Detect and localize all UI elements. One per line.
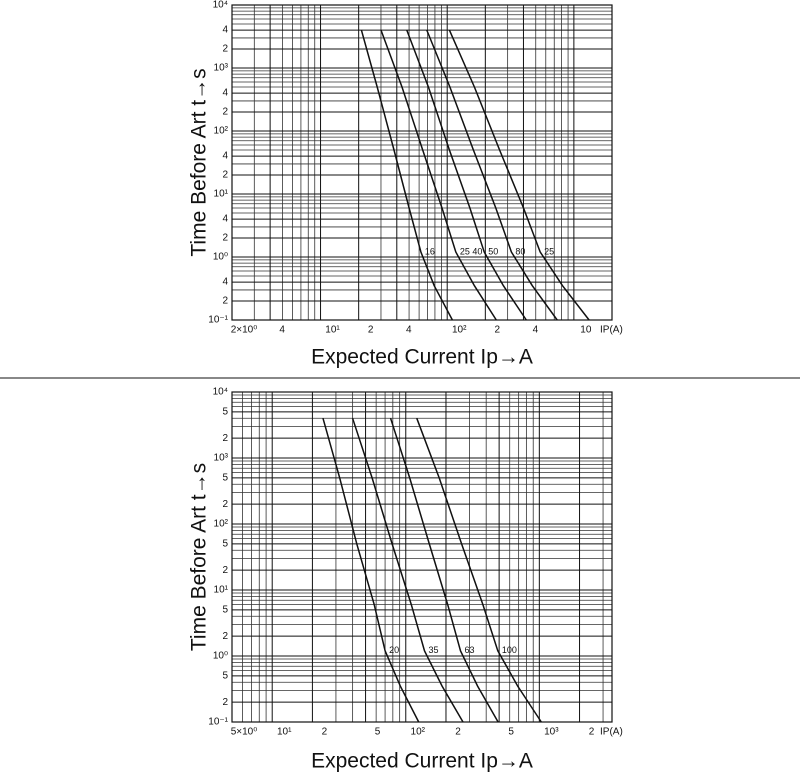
y-tick-label: 5 xyxy=(222,539,228,550)
curve-label: 25 xyxy=(544,246,554,256)
y-axis-label: Time Before Art t→s xyxy=(188,68,211,256)
x-axis-label: Expected Current Ip→A xyxy=(311,346,533,369)
y-tick-label: 2 xyxy=(222,565,228,576)
curve-label: 100 xyxy=(502,645,517,655)
curve xyxy=(322,418,420,723)
curve xyxy=(426,29,558,321)
y-tick-label: 10³ xyxy=(214,453,229,464)
curve xyxy=(360,29,454,321)
y-tick-label: 4 xyxy=(222,151,228,162)
y-tick-label: 5 xyxy=(222,407,228,418)
x-axis-label: Expected Current Ip→A xyxy=(311,750,533,773)
y-tick-label: 10⁻¹ xyxy=(208,315,228,326)
y-tick-label: 2 xyxy=(222,433,228,444)
x-tick-label: 5×10⁰ xyxy=(231,727,258,738)
y-tick-label: 2 xyxy=(222,631,228,642)
y-tick-label: 10⁴ xyxy=(213,0,228,11)
curve-label: 50 xyxy=(488,246,498,256)
x-tick-label: 10¹ xyxy=(277,727,292,738)
x-tick-label: 2 xyxy=(368,325,374,336)
y-tick-label: 10³ xyxy=(214,63,229,74)
y-tick-label: 2 xyxy=(222,697,228,708)
x-tick-label: 10¹ xyxy=(325,325,340,336)
y-tick-label: 5 xyxy=(222,671,228,682)
curve xyxy=(448,29,590,321)
x-tick-label: 2 xyxy=(455,727,461,738)
curve xyxy=(416,418,542,723)
y-tick-label: 4 xyxy=(222,25,228,36)
y-tick-label: 10¹ xyxy=(214,189,229,200)
x-unit-label: IP(A) xyxy=(600,727,623,738)
curve-label: 35 xyxy=(428,645,438,655)
y-tick-label: 5 xyxy=(222,605,228,616)
x-tick-label: 4 xyxy=(533,325,539,336)
x-unit-label: IP(A) xyxy=(600,325,623,336)
curve-label: 25 40 xyxy=(460,246,483,256)
x-tick-label: 4 xyxy=(406,325,412,336)
y-tick-label: 2 xyxy=(222,44,228,55)
curve-label: 63 xyxy=(465,645,475,655)
curve xyxy=(406,29,527,321)
plot-frame xyxy=(231,391,613,723)
x-tick-label: 2×10⁰ xyxy=(231,325,258,336)
x-tick-label: 2 xyxy=(495,325,501,336)
y-tick-label: 4 xyxy=(222,277,228,288)
y-tick-label: 2 xyxy=(222,170,228,181)
y-tick-label: 10⁰ xyxy=(213,252,228,263)
x-tick-label: 10³ xyxy=(544,727,559,738)
curve-label: 80 xyxy=(515,246,525,256)
y-tick-label: 10¹ xyxy=(214,585,229,596)
curve-label: 16 xyxy=(425,246,435,256)
y-tick-label: 2 xyxy=(222,499,228,510)
y-tick-label: 10⁰ xyxy=(213,651,228,662)
y-tick-label: 10² xyxy=(214,519,229,530)
x-tick-label: 10² xyxy=(411,727,426,738)
y-tick-label: 5 xyxy=(222,473,228,484)
x-tick-label: 5 xyxy=(375,727,381,738)
curve xyxy=(380,29,497,321)
x-tick-label: 4 xyxy=(279,325,285,336)
x-tick-label: 2 xyxy=(589,727,595,738)
curve xyxy=(351,418,464,723)
x-tick-label: 10 xyxy=(580,325,592,336)
y-axis-label: Time Before Art t→s xyxy=(188,463,211,651)
y-tick-label: 10⁴ xyxy=(213,387,228,398)
x-tick-label: 10² xyxy=(452,325,467,336)
curve-label: 20 xyxy=(389,645,399,655)
y-tick-label: 10² xyxy=(214,126,229,137)
y-tick-label: 10⁻¹ xyxy=(208,717,228,728)
x-tick-label: 5 xyxy=(508,727,514,738)
y-tick-label: 2 xyxy=(222,107,228,118)
y-tick-label: 4 xyxy=(222,214,228,225)
plot-frame xyxy=(231,4,613,321)
x-tick-label: 2 xyxy=(322,727,328,738)
y-tick-label: 4 xyxy=(222,88,228,99)
y-tick-label: 2 xyxy=(222,233,228,244)
curve xyxy=(389,418,499,723)
y-tick-label: 2 xyxy=(222,296,228,307)
